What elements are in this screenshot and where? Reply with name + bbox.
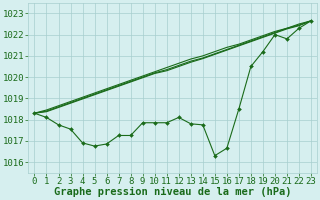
X-axis label: Graphe pression niveau de la mer (hPa): Graphe pression niveau de la mer (hPa): [54, 187, 292, 197]
